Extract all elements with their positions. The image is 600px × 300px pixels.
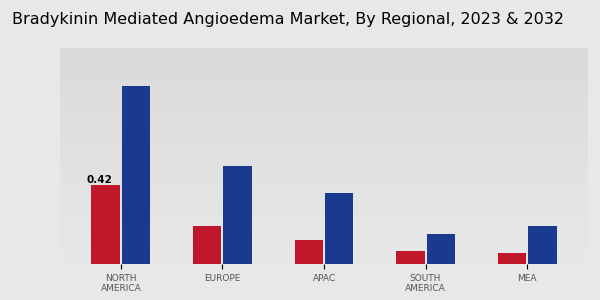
Bar <box>528 226 557 264</box>
Bar <box>223 166 252 264</box>
Bar <box>91 185 120 264</box>
Bar <box>193 226 221 264</box>
Bar <box>427 234 455 264</box>
Text: 0.42: 0.42 <box>86 175 112 185</box>
Text: Bradykinin Mediated Angioedema Market, By Regional, 2023 & 2032: Bradykinin Mediated Angioedema Market, B… <box>12 12 564 27</box>
Bar <box>295 240 323 264</box>
Bar <box>497 253 526 264</box>
Bar <box>396 251 425 264</box>
Bar <box>325 193 353 264</box>
Bar <box>122 85 151 264</box>
Legend: 2023, 2032: 2023, 2032 <box>457 0 583 4</box>
